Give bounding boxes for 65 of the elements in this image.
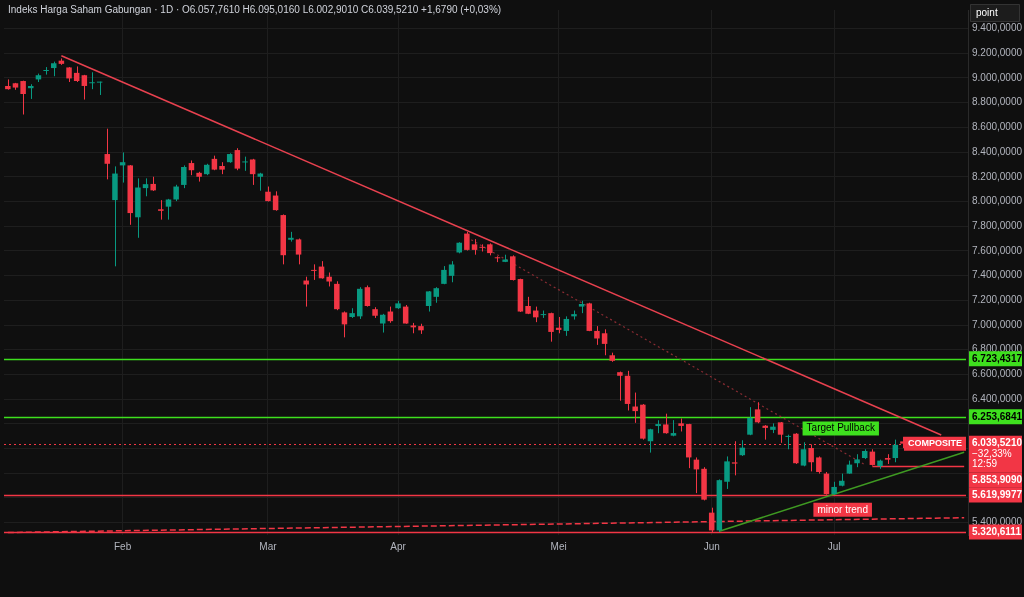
candlestick	[20, 80, 26, 116]
y-tick-label: 7.000,0000	[972, 318, 1023, 330]
candlestick	[617, 371, 623, 402]
y-tick-label: 6.400,0000	[972, 392, 1023, 404]
annotation: minor trend	[817, 503, 868, 515]
candlestick	[364, 284, 371, 308]
y-tick-label: 8.200,0000	[972, 170, 1023, 182]
y-tick-label: 6.600,0000	[972, 368, 1023, 380]
x-tick-label: Feb	[113, 540, 132, 552]
candlestick	[379, 313, 386, 334]
candlestick	[425, 290, 432, 313]
y-tick-label: 8.800,0000	[972, 96, 1023, 108]
candlestick	[479, 243, 485, 252]
ref-line-label: 6.039,5210	[972, 437, 1023, 449]
candlestick	[234, 147, 241, 171]
y-tick-label: 8.000,0000	[972, 195, 1023, 207]
candlestick	[747, 406, 753, 436]
candlestick	[402, 304, 409, 325]
candlestick	[341, 310, 348, 338]
chart-title: Indeks Harga Saham Gabungan · 1D · O6.057,7610 H6.095,0160 L6.002,9010 C6.039,5210 +1,6790 (+0,03%)	[8, 3, 502, 15]
candlestick	[594, 325, 600, 346]
candlestick	[510, 254, 516, 282]
y-tick-label: 7.600,0000	[972, 244, 1023, 256]
text: point	[976, 6, 998, 18]
y-tick-label: 9.200,0000	[972, 46, 1023, 58]
x-tick-label: Jul	[827, 540, 841, 552]
candlestick	[158, 199, 164, 221]
annotation: Target Pullback	[806, 422, 876, 434]
candlestick	[81, 74, 88, 101]
candlestick	[311, 263, 317, 281]
y-tick-label: 9.400,0000	[972, 22, 1023, 34]
candlestick	[249, 158, 256, 186]
ref-line-label: 5.619,9977	[972, 489, 1023, 501]
candlestick	[563, 315, 570, 337]
candlestick	[242, 156, 248, 172]
candlestick	[800, 441, 807, 467]
y-tick-label: 7.400,0000	[972, 269, 1023, 281]
y-tick-label: 7.200,0000	[972, 294, 1023, 306]
y-tick-label: 8.600,0000	[972, 121, 1023, 133]
text: 12:59	[972, 458, 998, 470]
candlestick	[448, 260, 455, 283]
candlestick	[601, 328, 608, 356]
y-tick-label: 7.800,0000	[972, 219, 1023, 231]
y-tick-label: 8.400,0000	[972, 145, 1023, 157]
candlestick	[295, 238, 302, 265]
text: −32,33%	[972, 448, 1012, 460]
candlestick	[181, 164, 187, 189]
annotation: COMPOSITE	[908, 438, 963, 449]
candlestick	[663, 413, 669, 435]
candlestick	[724, 455, 730, 490]
ref-line-label: 5.320,6111	[972, 526, 1022, 538]
x-tick-label: Mei	[550, 540, 567, 552]
ref-line-label: 6.723,4317	[972, 352, 1023, 364]
x-tick-label: Mar	[259, 540, 278, 552]
text: 5.853,9090	[972, 474, 1023, 486]
candlestick	[754, 401, 761, 424]
ref-line-label: 6.253,6841	[972, 410, 1023, 422]
candlestick	[548, 312, 554, 343]
y-tick-label: 9.000,0000	[972, 71, 1023, 83]
x-tick-label: Apr	[390, 540, 407, 552]
candlestick	[632, 392, 638, 424]
candlestick	[464, 231, 470, 252]
candlestick	[104, 128, 111, 180]
candlestick	[89, 71, 95, 90]
x-tick-label: Jun	[703, 540, 720, 552]
